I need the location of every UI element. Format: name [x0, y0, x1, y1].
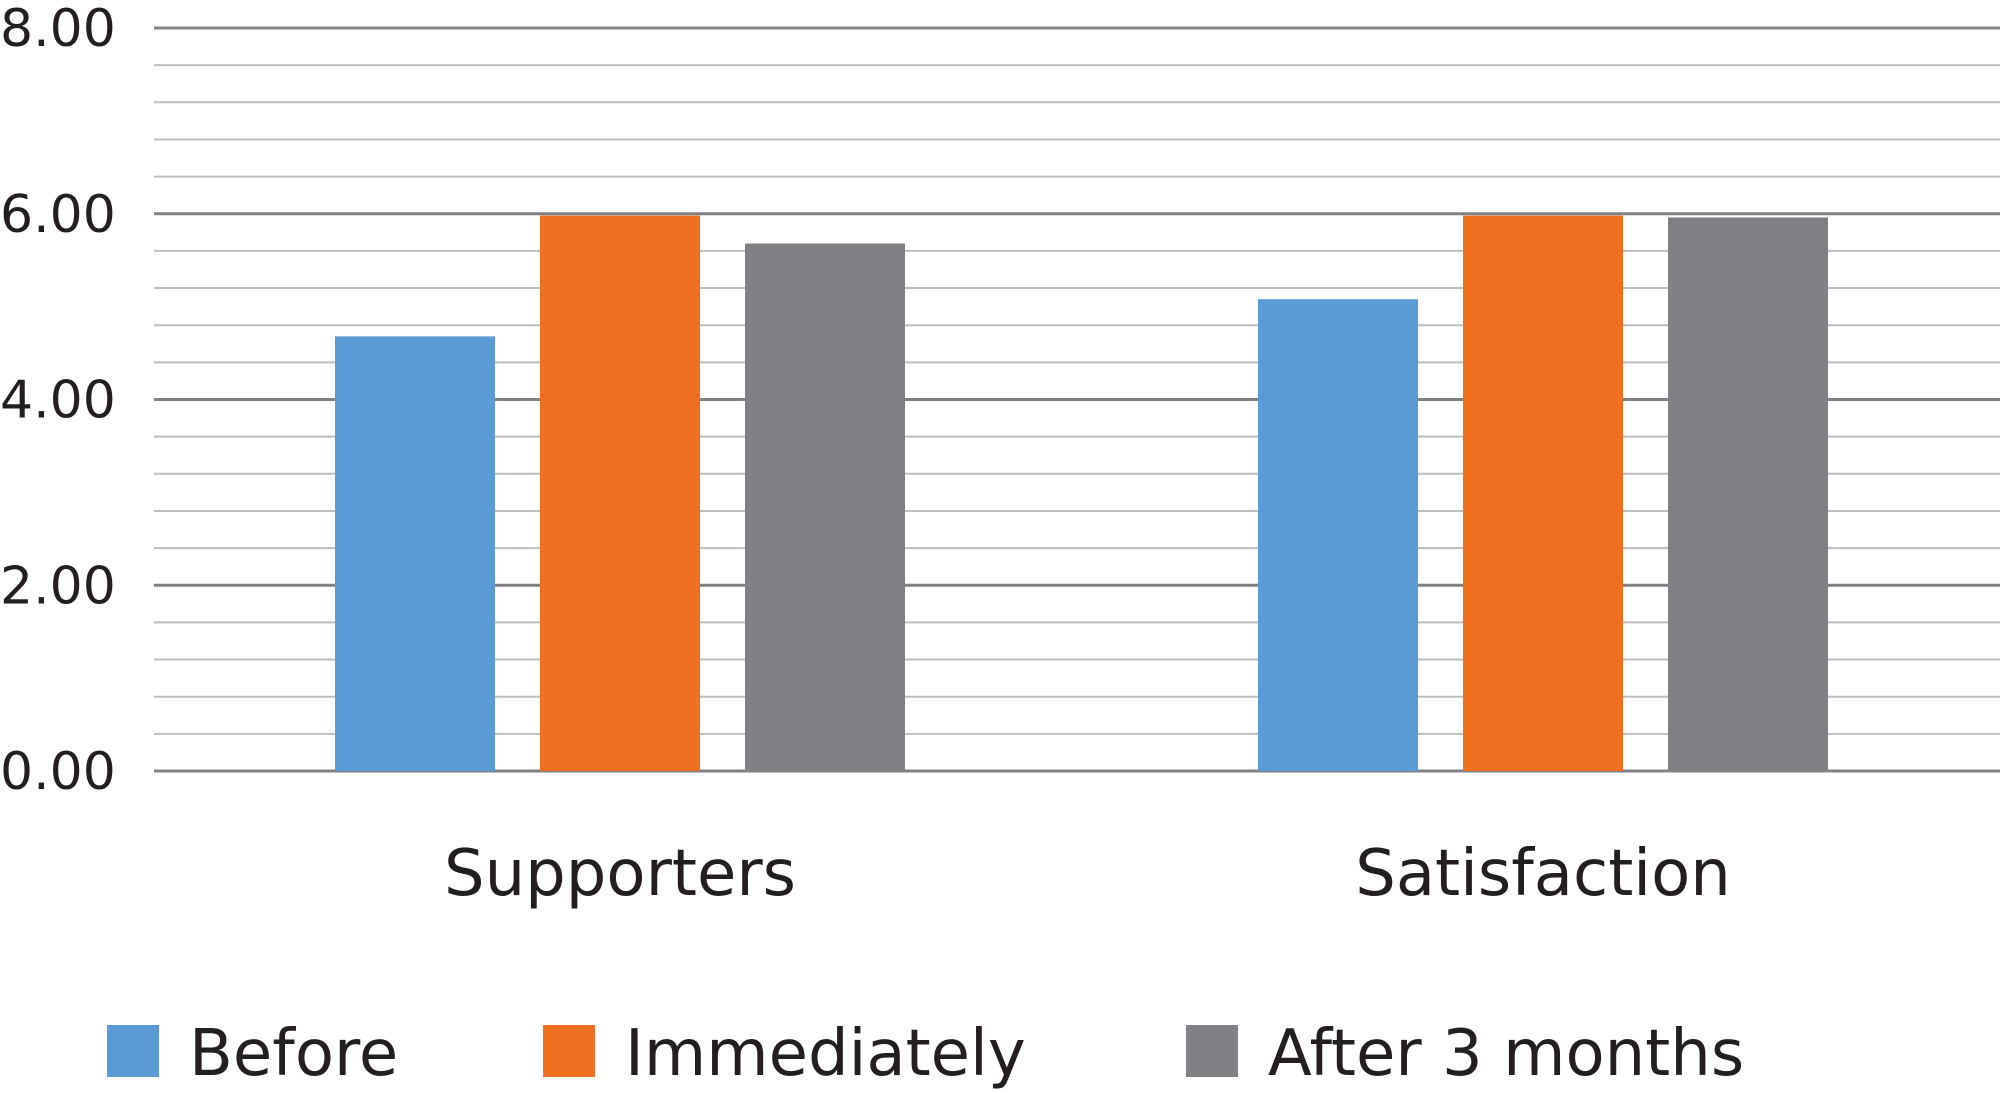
category-label: Satisfaction: [1355, 837, 1731, 911]
bar-before-supporters: [335, 336, 495, 771]
legend-swatch: [1186, 1025, 1238, 1077]
legend-label: After 3 months: [1268, 1017, 1744, 1091]
category-label: Supporters: [444, 837, 796, 911]
x-axis-category-labels: Supporters Satisfaction: [444, 837, 1731, 911]
bar-after-3-months-satisfaction: [1668, 217, 1828, 772]
bar-immediately-satisfaction: [1463, 215, 1623, 772]
y-tick-label: 0.00: [0, 742, 116, 802]
y-tick-label: 6.00: [0, 185, 116, 245]
bar-immediately-supporters: [540, 215, 700, 772]
y-axis-tick-labels: 0.00 2.00 4.00 6.00 8.00: [0, 0, 116, 802]
y-tick-label: 2.00: [0, 556, 116, 616]
legend: Before Immediately After 3 months: [107, 1017, 1744, 1091]
bars: [335, 215, 1828, 772]
bar-after-3-months-supporters: [745, 243, 905, 772]
legend-label: Immediately: [625, 1017, 1026, 1091]
legend-swatch: [107, 1025, 159, 1077]
legend-label: Before: [189, 1017, 398, 1091]
bar-before-satisfaction: [1258, 299, 1418, 771]
y-tick-label: 4.00: [0, 371, 116, 431]
y-tick-label: 8.00: [0, 0, 116, 59]
legend-swatch: [543, 1025, 595, 1077]
